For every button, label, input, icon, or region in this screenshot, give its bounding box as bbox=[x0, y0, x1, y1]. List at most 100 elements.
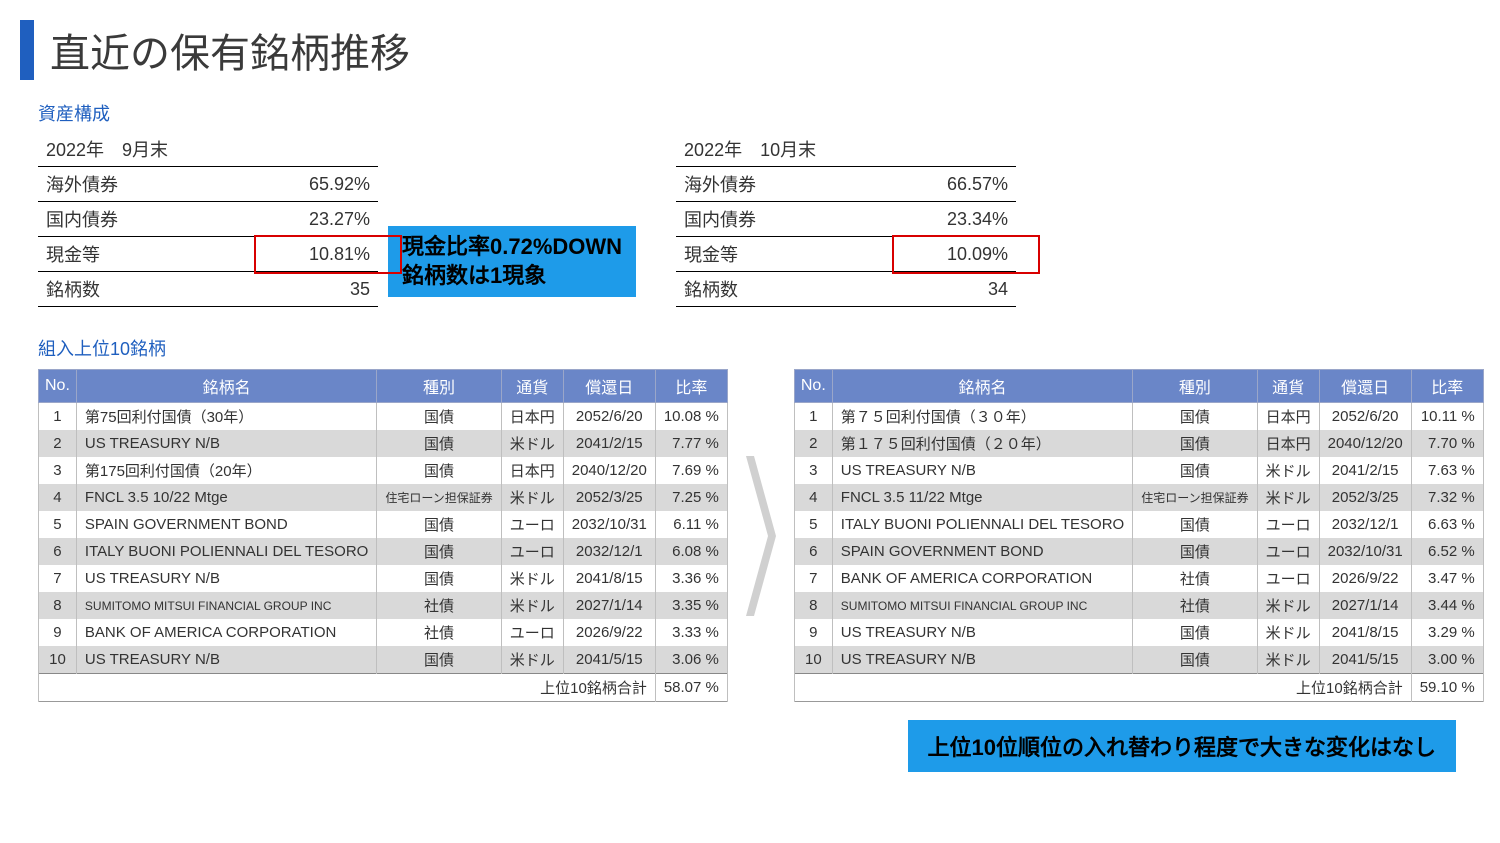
cell-ratio: 6.11 % bbox=[655, 511, 727, 538]
cell-date: 2052/3/25 bbox=[1319, 484, 1411, 511]
cell-type: 国債 bbox=[377, 430, 501, 457]
holdings-total-value: 58.07 % bbox=[655, 674, 727, 702]
holdings-total-row: 上位10銘柄合計59.10 % bbox=[794, 674, 1483, 702]
cell-ratio: 3.44 % bbox=[1411, 592, 1483, 619]
cell-no: 4 bbox=[794, 484, 832, 511]
cell-type: 国債 bbox=[1133, 538, 1257, 565]
cell-date: 2052/6/20 bbox=[1319, 403, 1411, 431]
cell-name: 第175回利付国債（20年） bbox=[76, 457, 376, 484]
holdings-table-left: No.銘柄名種別通貨償還日比率1第75回利付国債（30年）国債日本円2052/6… bbox=[38, 369, 728, 702]
cell-no: 3 bbox=[39, 457, 77, 484]
composition-row-item: 国内債券23.27% bbox=[38, 202, 378, 237]
holdings-row-item: 2第１７５回利付国債（２０年）国債日本円2040/12/207.70 % bbox=[794, 430, 1483, 457]
cell-name: US TREASURY N/B bbox=[76, 430, 376, 457]
cell-ccy: 米ドル bbox=[1257, 646, 1319, 674]
cell-ratio: 6.52 % bbox=[1411, 538, 1483, 565]
cell-date: 2027/1/14 bbox=[563, 592, 655, 619]
cell-name: US TREASURY N/B bbox=[832, 457, 1132, 484]
cell-type: 社債 bbox=[377, 619, 501, 646]
holdings-row-item: 8SUMITOMO MITSUI FINANCIAL GROUP INC社債米ド… bbox=[39, 592, 728, 619]
col-type: 種別 bbox=[377, 370, 501, 403]
cell-no: 8 bbox=[794, 592, 832, 619]
cell-type: 国債 bbox=[1133, 430, 1257, 457]
holdings-row-item: 1第75回利付国債（30年）国債日本円2052/6/2010.08 % bbox=[39, 403, 728, 431]
cell-ratio: 3.36 % bbox=[655, 565, 727, 592]
holdings-total-label: 上位10銘柄合計 bbox=[39, 674, 656, 702]
cell-no: 5 bbox=[39, 511, 77, 538]
cell-name: US TREASURY N/B bbox=[76, 646, 376, 674]
holdings-row: No.銘柄名種別通貨償還日比率1第75回利付国債（30年）国債日本円2052/6… bbox=[38, 369, 1480, 702]
cell-date: 2040/12/20 bbox=[1319, 430, 1411, 457]
cell-ratio: 7.25 % bbox=[655, 484, 727, 511]
callout-mid-line2: 銘柄数は1現象 bbox=[402, 261, 622, 291]
composition-label: 銘柄数 bbox=[38, 272, 258, 307]
composition-value: 34 bbox=[896, 272, 1016, 307]
cell-no: 2 bbox=[39, 430, 77, 457]
cell-ratio: 3.33 % bbox=[655, 619, 727, 646]
cell-no: 7 bbox=[794, 565, 832, 592]
cell-date: 2026/9/22 bbox=[563, 619, 655, 646]
cell-ratio: 7.77 % bbox=[655, 430, 727, 457]
composition-label: 現金等 bbox=[38, 237, 258, 272]
cell-date: 2026/9/22 bbox=[1319, 565, 1411, 592]
cell-ccy: ユーロ bbox=[1257, 538, 1319, 565]
cell-ccy: 米ドル bbox=[1257, 619, 1319, 646]
cell-name: ITALY BUONI POLIENNALI DEL TESORO bbox=[76, 538, 376, 565]
cell-type: 住宅ローン担保証券 bbox=[377, 484, 501, 511]
chevron-right-icon bbox=[746, 456, 776, 616]
cell-ratio: 3.47 % bbox=[1411, 565, 1483, 592]
cell-ccy: 日本円 bbox=[501, 403, 563, 431]
cell-ccy: 米ドル bbox=[501, 646, 563, 674]
cell-ccy: 日本円 bbox=[1257, 403, 1319, 431]
composition-label: 海外債券 bbox=[676, 167, 896, 202]
cell-date: 2027/1/14 bbox=[1319, 592, 1411, 619]
composition-value: 66.57% bbox=[896, 167, 1016, 202]
page-title: 直近の保有銘柄推移 bbox=[50, 21, 410, 79]
col-date: 償還日 bbox=[563, 370, 655, 403]
holdings-row-item: 3第175回利付国債（20年）国債日本円2040/12/207.69 % bbox=[39, 457, 728, 484]
holdings-row-item: 5ITALY BUONI POLIENNALI DEL TESORO国債ユーロ2… bbox=[794, 511, 1483, 538]
cell-ratio: 7.70 % bbox=[1411, 430, 1483, 457]
composition-row: 2022年 9月末海外債券65.92%国内債券23.27%現金等10.81%銘柄… bbox=[38, 132, 1480, 307]
holdings-row-item: 10US TREASURY N/B国債米ドル2041/5/153.00 % bbox=[794, 646, 1483, 674]
cell-ratio: 7.69 % bbox=[655, 457, 727, 484]
cell-no: 10 bbox=[794, 646, 832, 674]
cell-date: 2041/8/15 bbox=[563, 565, 655, 592]
cell-no: 8 bbox=[39, 592, 77, 619]
holdings-row-item: 6ITALY BUONI POLIENNALI DEL TESORO国債ユーロ2… bbox=[39, 538, 728, 565]
cell-ratio: 6.63 % bbox=[1411, 511, 1483, 538]
holdings-row-item: 9BANK OF AMERICA CORPORATION社債ユーロ2026/9/… bbox=[39, 619, 728, 646]
cell-type: 国債 bbox=[1133, 511, 1257, 538]
composition-label: 国内債券 bbox=[676, 202, 896, 237]
cell-date: 2032/10/31 bbox=[1319, 538, 1411, 565]
col-ratio: 比率 bbox=[655, 370, 727, 403]
cell-ccy: 米ドル bbox=[1257, 457, 1319, 484]
composition-value: 65.92% bbox=[258, 167, 378, 202]
composition-row-item: 現金等10.09% bbox=[676, 237, 1016, 272]
composition-row-item: 現金等10.81% bbox=[38, 237, 378, 272]
cell-date: 2032/12/1 bbox=[563, 538, 655, 565]
cell-ratio: 6.08 % bbox=[655, 538, 727, 565]
page-title-block: 直近の保有銘柄推移 bbox=[20, 20, 1480, 80]
holdings-table-right: No.銘柄名種別通貨償還日比率1第７５回利付国債（３０年）国債日本円2052/6… bbox=[794, 369, 1484, 702]
col-date: 償還日 bbox=[1319, 370, 1411, 403]
cell-ccy: 米ドル bbox=[501, 592, 563, 619]
col-no: No. bbox=[794, 370, 832, 403]
cell-no: 6 bbox=[794, 538, 832, 565]
cell-name: BANK OF AMERICA CORPORATION bbox=[76, 619, 376, 646]
cell-no: 5 bbox=[794, 511, 832, 538]
cell-no: 7 bbox=[39, 565, 77, 592]
cell-ccy: ユーロ bbox=[1257, 511, 1319, 538]
holdings-row-item: 2US TREASURY N/B国債米ドル2041/2/157.77 % bbox=[39, 430, 728, 457]
cell-date: 2041/2/15 bbox=[563, 430, 655, 457]
cell-no: 2 bbox=[794, 430, 832, 457]
composition-label: 海外債券 bbox=[38, 167, 258, 202]
holdings-row-item: 10US TREASURY N/B国債米ドル2041/5/153.06 % bbox=[39, 646, 728, 674]
cell-no: 10 bbox=[39, 646, 77, 674]
cell-name: SPAIN GOVERNMENT BOND bbox=[832, 538, 1132, 565]
cell-no: 9 bbox=[39, 619, 77, 646]
holdings-row-item: 5SPAIN GOVERNMENT BOND国債ユーロ2032/10/316.1… bbox=[39, 511, 728, 538]
col-no: No. bbox=[39, 370, 77, 403]
cell-date: 2032/10/31 bbox=[563, 511, 655, 538]
cell-type: 国債 bbox=[377, 565, 501, 592]
